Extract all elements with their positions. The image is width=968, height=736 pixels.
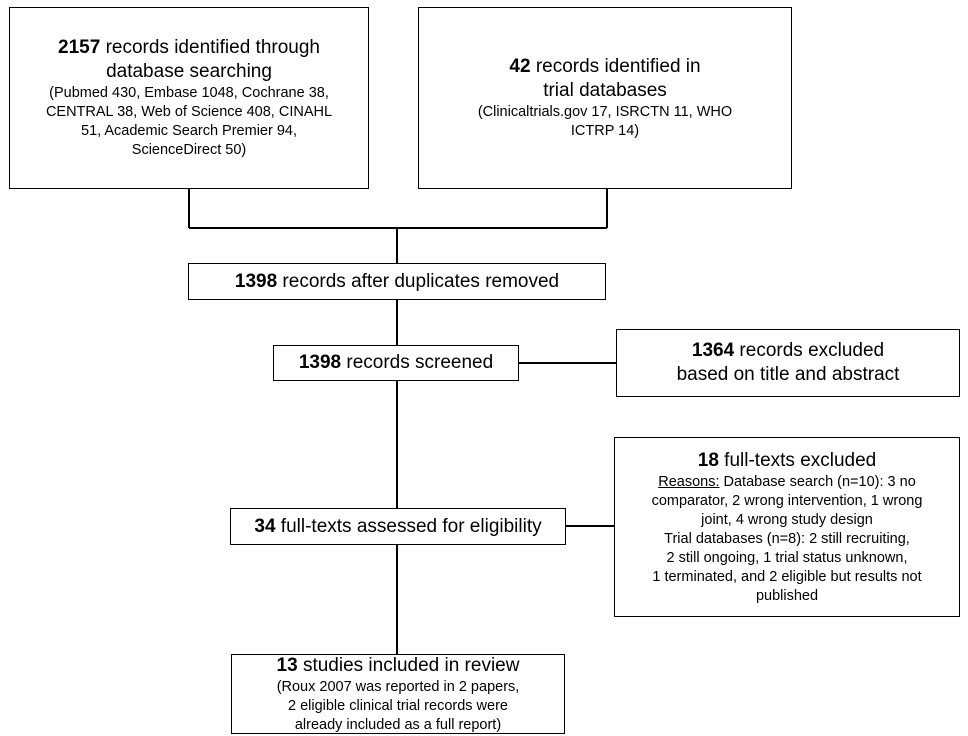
trial-db-detail-1: (Clinicaltrials.gov 17, ISRCTN 11, WHO bbox=[477, 104, 733, 120]
fulltext-excluded-reason-5: 2 still ongoing, 1 trial status unknown, bbox=[666, 549, 908, 566]
screened-box: 1398 records screened bbox=[273, 345, 519, 381]
excluded-title-heading: 1364 records excluded bbox=[691, 340, 885, 361]
fulltext-excluded-box: 18 full-texts excluded Reasons: Database… bbox=[614, 437, 960, 617]
studies-included-box: 13 studies included in review (Roux 2007… bbox=[231, 654, 565, 734]
studies-included-detail-3: already included as a full report) bbox=[294, 716, 502, 733]
trial-db-detail-2: ICTRP 14) bbox=[570, 123, 640, 139]
fulltext-excluded-reason-7: published bbox=[755, 587, 819, 604]
studies-included-detail-2: 2 eligible clinical trial records were bbox=[287, 697, 508, 714]
trial-db-box: 42 records identified in trial databases… bbox=[418, 7, 792, 189]
fulltext-excluded-reason-4: Trial databases (n=8): 2 still recruitin… bbox=[664, 530, 910, 547]
db-search-detail-3: 51, Academic Search Premier 94, bbox=[81, 123, 297, 139]
db-search-box: 2157 records identified through database… bbox=[9, 7, 369, 189]
duplicates-removed-text: 1398 records after duplicates removed bbox=[234, 270, 560, 292]
db-search-heading-2: database searching bbox=[106, 61, 272, 82]
reasons-label: Reasons: bbox=[658, 473, 720, 490]
studies-included-detail-1: (Roux 2007 was reported in 2 papers, bbox=[276, 678, 520, 695]
trial-db-heading-1: 42 records identified in bbox=[509, 56, 701, 77]
trial-db-heading-2: trial databases bbox=[543, 80, 667, 101]
excluded-title-abstract-box: 1364 records excluded based on title and… bbox=[616, 329, 960, 397]
db-search-detail-4: ScienceDirect 50) bbox=[131, 142, 247, 158]
fulltext-assessed-box: 34 full-texts assessed for eligibility bbox=[230, 508, 566, 545]
fulltext-excluded-reason-6: 1 terminated, and 2 eligible but results… bbox=[652, 568, 922, 585]
screened-text: 1398 records screened bbox=[298, 352, 494, 373]
db-search-detail-2: CENTRAL 38, Web of Science 408, CINAHL bbox=[45, 104, 333, 120]
fulltext-excluded-reason-1: Reasons: Database search (n=10): 3 no bbox=[658, 473, 916, 490]
fulltext-assessed-text: 34 full-texts assessed for eligibility bbox=[254, 515, 542, 537]
fulltext-excluded-heading: 18 full-texts excluded bbox=[697, 449, 877, 471]
studies-included-heading: 13 studies included in review bbox=[276, 654, 520, 676]
db-search-heading-1: 2157 records identified through bbox=[58, 37, 320, 58]
db-search-detail-1: (Pubmed 430, Embase 1048, Cochrane 38, bbox=[49, 85, 329, 101]
duplicates-removed-box: 1398 records after duplicates removed bbox=[188, 263, 606, 300]
fulltext-excluded-reason-2: comparator, 2 wrong intervention, 1 wron… bbox=[651, 492, 923, 509]
excluded-title-subheading: based on title and abstract bbox=[676, 364, 900, 385]
fulltext-excluded-reason-3: joint, 4 wrong study design bbox=[701, 511, 873, 528]
